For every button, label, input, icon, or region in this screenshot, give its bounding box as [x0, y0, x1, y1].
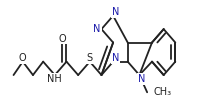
Text: N: N	[93, 24, 100, 34]
Text: O: O	[58, 34, 66, 44]
Text: CH₃: CH₃	[152, 87, 170, 97]
Text: O: O	[19, 53, 26, 63]
Text: N: N	[111, 53, 119, 63]
Text: N: N	[111, 7, 119, 17]
Text: N: N	[137, 74, 145, 84]
Text: S: S	[86, 53, 92, 63]
Text: NH: NH	[47, 74, 62, 84]
